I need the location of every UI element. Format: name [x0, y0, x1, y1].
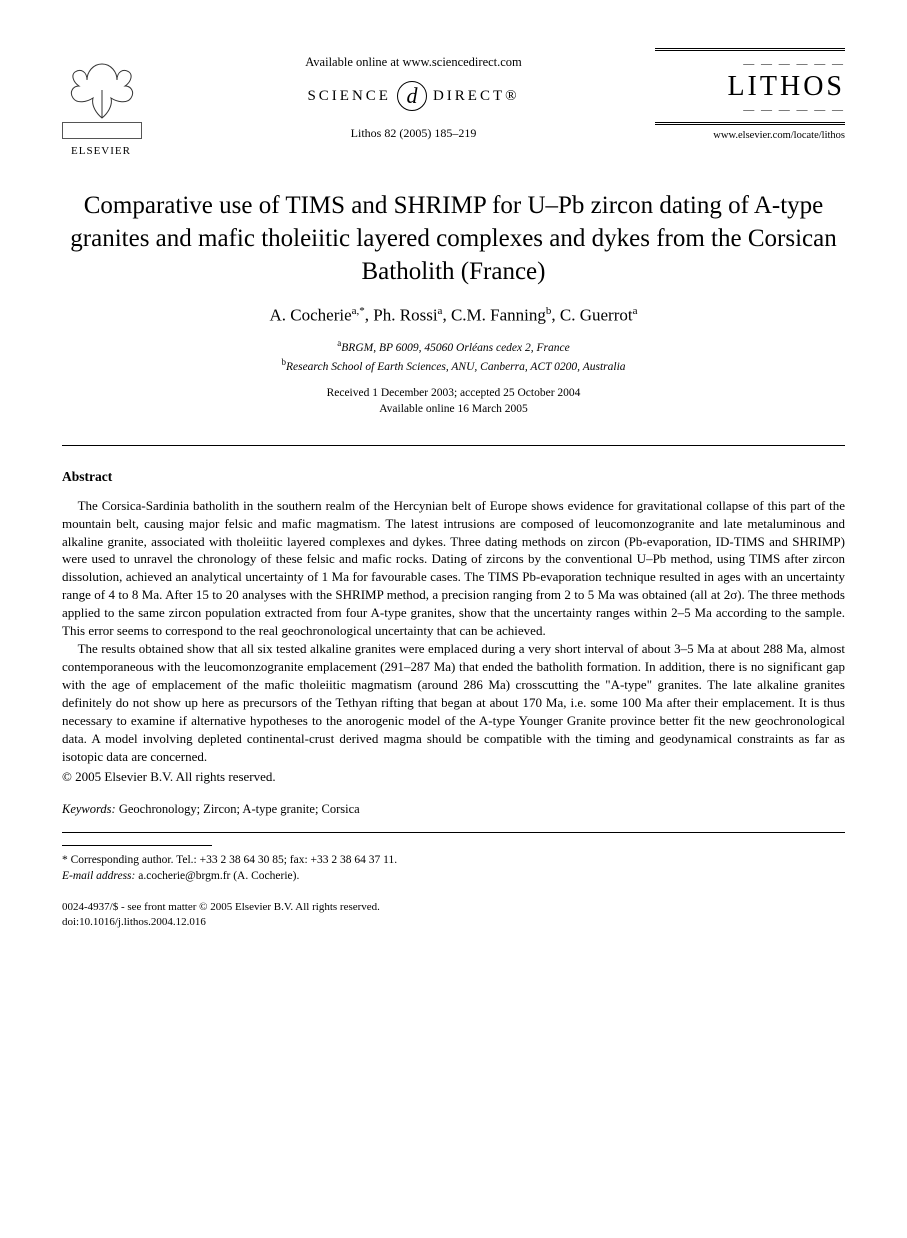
divider-bottom	[62, 832, 845, 833]
sciencedirect-logo: SCIENCE d DIRECT®	[307, 81, 519, 111]
abstract-paragraph-2: The results obtained show that all six t…	[62, 640, 845, 766]
email-value: a.cocherie@brgm.fr (A. Cocherie).	[135, 870, 299, 882]
article-dates: Received 1 December 2003; accepted 25 Oc…	[62, 385, 845, 417]
corresponding-author: * Corresponding author. Tel.: +33 2 38 6…	[62, 852, 845, 868]
sd-circle-icon: d	[397, 81, 427, 111]
footer-block: 0024-4937/$ - see front matter © 2005 El…	[62, 900, 845, 930]
issn-copyright: 0024-4937/$ - see front matter © 2005 El…	[62, 900, 845, 915]
available-online-date: Available online 16 March 2005	[62, 401, 845, 417]
journal-brand-block: — — — — — — LITHOS — — — — — — www.elsev…	[655, 48, 845, 143]
page-header: ELSEVIER Available online at www.science…	[62, 48, 845, 161]
citation-line: Lithos 82 (2005) 185–219	[172, 125, 655, 141]
keywords-text: Geochronology; Zircon; A-type granite; C…	[116, 802, 360, 816]
affiliation-b-text: Research School of Earth Sciences, ANU, …	[286, 361, 626, 373]
available-online-text: Available online at www.sciencedirect.co…	[172, 54, 655, 71]
article-title: Comparative use of TIMS and SHRIMP for U…	[62, 189, 845, 288]
keywords-label: Keywords:	[62, 802, 116, 816]
journal-logo-box: — — — — — — LITHOS — — — — — —	[655, 48, 845, 125]
author-4-affil: a	[633, 305, 638, 317]
abstract-paragraph-1: The Corsica-Sardinia batholith in the so…	[62, 497, 845, 641]
abstract-body: The Corsica-Sardinia batholith in the so…	[62, 497, 845, 766]
journal-url: www.elsevier.com/locate/lithos	[655, 129, 845, 143]
affiliations: aBRGM, BP 6009, 45060 Orléans cedex 2, F…	[62, 337, 845, 375]
author-1: A. Cocherie	[270, 305, 352, 324]
doi-line: doi:10.1016/j.lithos.2004.12.016	[62, 915, 845, 930]
publisher-block: ELSEVIER	[62, 48, 172, 161]
copyright-line: © 2005 Elsevier B.V. All rights reserved…	[62, 768, 845, 786]
affiliation-b: bResearch School of Earth Sciences, ANU,…	[62, 356, 845, 375]
sd-word-right: DIRECT®	[433, 86, 520, 106]
author-3-affil: b	[546, 305, 552, 317]
email-label: E-mail address:	[62, 870, 135, 882]
header-center: Available online at www.sciencedirect.co…	[172, 48, 655, 141]
author-list: A. Cocheriea,*, Ph. Rossia, C.M. Fanning…	[62, 304, 845, 328]
author-2: Ph. Rossi	[373, 305, 437, 324]
sd-word-left: SCIENCE	[307, 86, 391, 106]
journal-name: LITHOS	[655, 72, 845, 103]
received-accepted-date: Received 1 December 2003; accepted 25 Oc…	[62, 385, 845, 401]
keywords-line: Keywords: Geochronology; Zircon; A-type …	[62, 801, 845, 818]
author-4: C. Guerrot	[560, 305, 633, 324]
publisher-name: ELSEVIER	[62, 144, 140, 159]
journal-dash-bottom: — — — — — —	[655, 105, 845, 116]
journal-dash-top: — — — — — —	[655, 59, 845, 70]
elsevier-logo-icon: ELSEVIER	[62, 48, 140, 134]
affiliation-a-text: BRGM, BP 6009, 45060 Orléans cedex 2, Fr…	[341, 342, 569, 354]
author-3: C.M. Fanning	[451, 305, 546, 324]
footnotes: * Corresponding author. Tel.: +33 2 38 6…	[62, 852, 845, 884]
author-2-affil: a	[438, 305, 443, 317]
author-1-affil: a,*	[352, 305, 365, 317]
email-line: E-mail address: a.cocherie@brgm.fr (A. C…	[62, 868, 845, 884]
divider-top	[62, 445, 845, 446]
abstract-heading: Abstract	[62, 468, 845, 486]
affiliation-a: aBRGM, BP 6009, 45060 Orléans cedex 2, F…	[62, 337, 845, 356]
footnote-rule	[62, 845, 212, 846]
